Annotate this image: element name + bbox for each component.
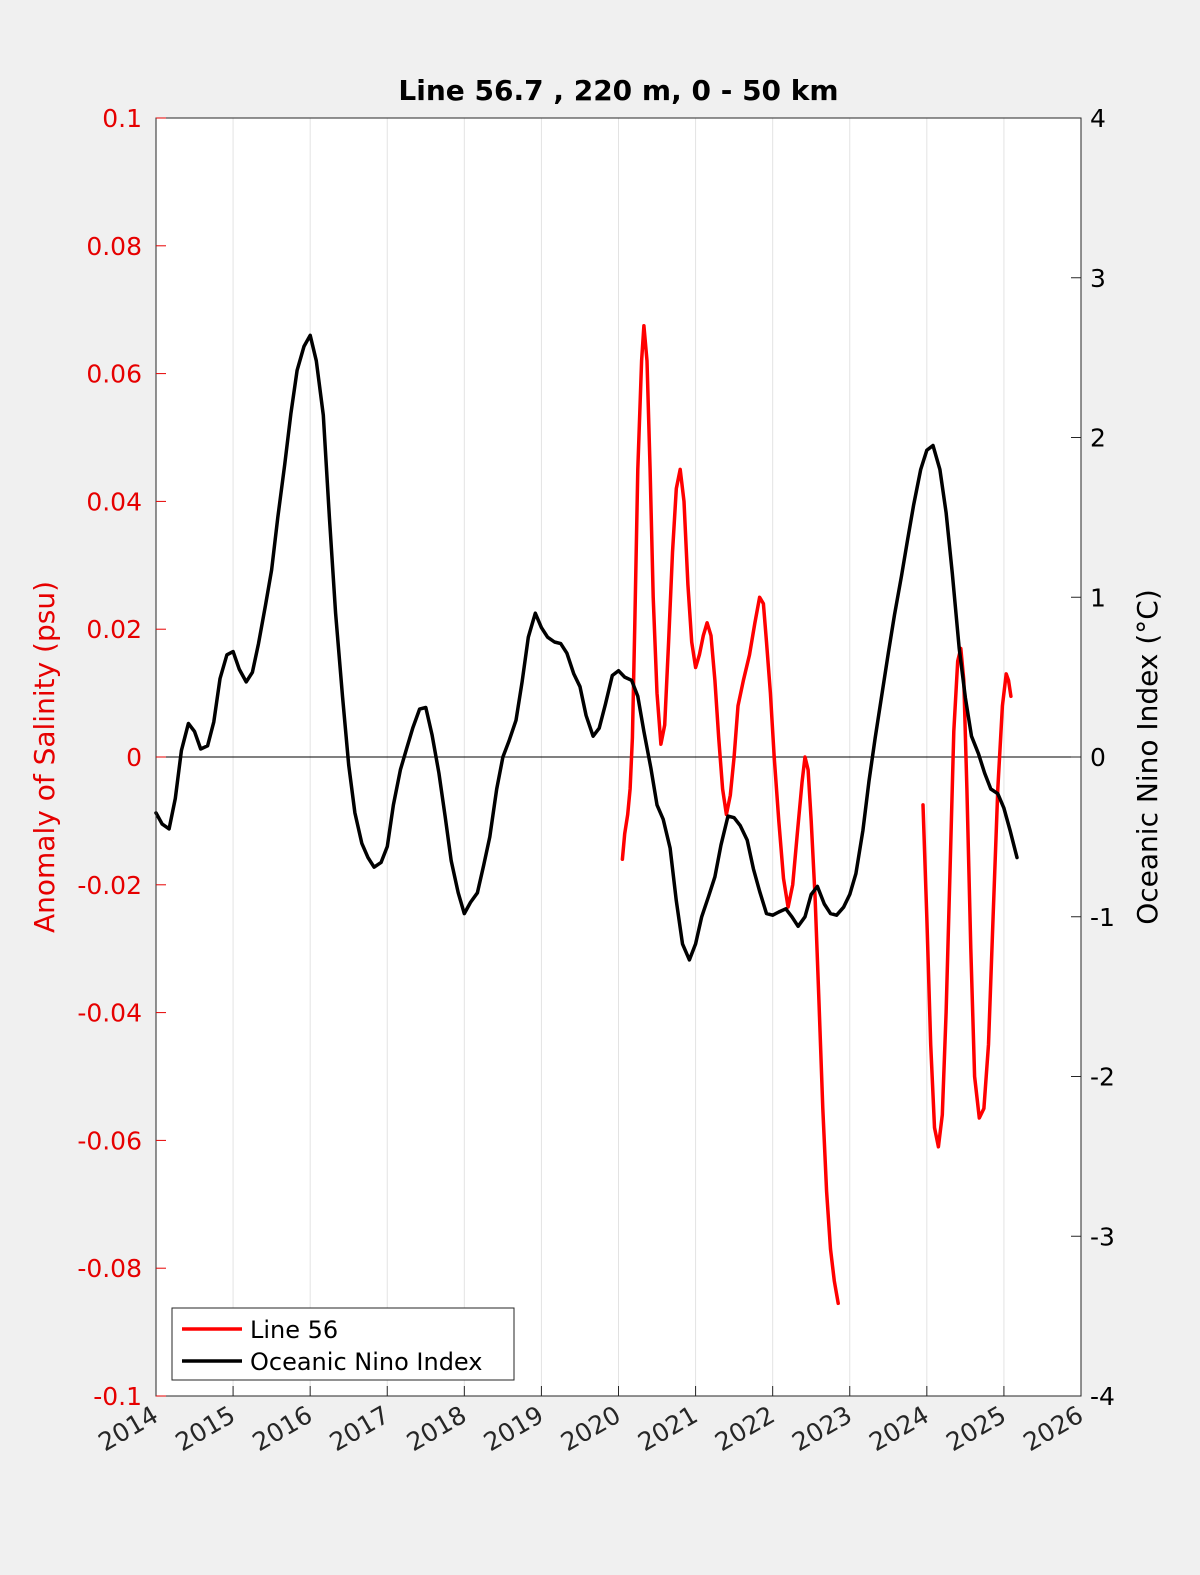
y-axis-right-label: Oceanic Nino Index (°C)	[1131, 589, 1164, 925]
y-left-tick-label: 0.08	[86, 232, 142, 261]
y-right-tick-label: 1	[1090, 583, 1106, 612]
chart-title: Line 56.7 , 220 m, 0 - 50 km	[398, 74, 838, 107]
y-left-tick-label: 0.02	[86, 615, 142, 644]
y-right-tick-label: 2	[1090, 424, 1106, 453]
y-left-tick-label: -0.04	[77, 999, 142, 1028]
y-right-tick-label: -4	[1090, 1382, 1115, 1411]
y-left-tick-label: 0.04	[86, 487, 142, 516]
legend: Line 56 Oceanic Nino Index	[171, 1307, 515, 1381]
tick-layer: 2014 2015 2016 2017 2018 2019 2020 2021 2022 2023…	[77, 104, 1115, 1457]
y-left-tick-label: 0.06	[86, 360, 142, 389]
y-left-tick-label: -0.06	[77, 1126, 142, 1155]
series-layer	[154, 323, 1019, 1306]
series-oni	[154, 333, 1019, 962]
y-right-tick-label: 4	[1090, 104, 1106, 133]
y-left-tick-label: -0.1	[93, 1382, 142, 1411]
y-right-tick-label: -3	[1090, 1222, 1115, 1251]
y-right-tick-label: -1	[1090, 903, 1115, 932]
legend-label-oni: Oceanic Nino Index	[250, 1348, 482, 1376]
series-line-56	[620, 323, 1013, 1306]
y-axis-left-label: Anomaly of Salinity (psu)	[28, 581, 61, 933]
y-left-tick-label: 0.1	[102, 104, 142, 133]
legend-label-line-56: Line 56	[250, 1316, 338, 1344]
y-right-tick-label: 3	[1090, 264, 1106, 293]
y-left-tick-label: -0.02	[77, 871, 142, 900]
y-right-tick-label: 0	[1090, 743, 1106, 772]
y-left-tick-label: 0	[126, 743, 142, 772]
y-left-tick-label: -0.08	[77, 1254, 142, 1283]
legend-box	[171, 1307, 515, 1381]
y-right-tick-label: -2	[1090, 1063, 1115, 1092]
